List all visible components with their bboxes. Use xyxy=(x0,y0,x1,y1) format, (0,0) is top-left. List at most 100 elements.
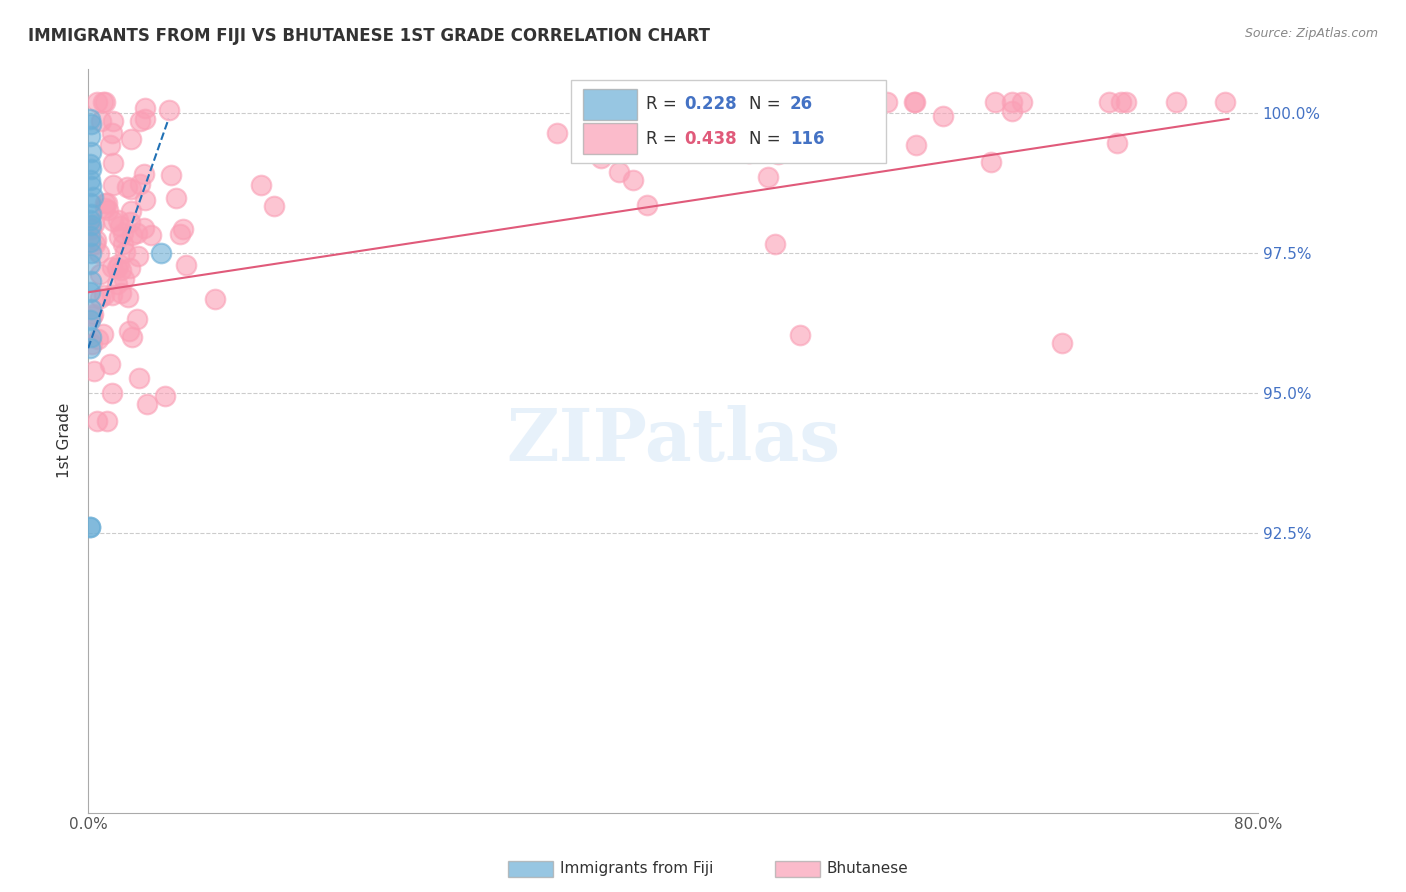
Point xyxy=(132,220,155,235)
Text: Bhutanese: Bhutanese xyxy=(827,862,908,876)
Point xyxy=(789,328,811,343)
Point xyxy=(86,332,108,346)
Point xyxy=(120,204,142,219)
Point xyxy=(89,267,111,281)
Point xyxy=(786,95,808,109)
Text: N =: N = xyxy=(749,130,786,148)
Point xyxy=(150,246,173,260)
Text: R =: R = xyxy=(647,95,682,113)
Point xyxy=(94,196,117,211)
Point xyxy=(904,137,927,152)
Point xyxy=(79,173,101,187)
Point xyxy=(111,226,134,240)
Point xyxy=(79,520,101,534)
Point xyxy=(80,118,103,132)
Y-axis label: 1st Grade: 1st Grade xyxy=(58,403,72,478)
Point xyxy=(157,103,180,118)
Point xyxy=(1001,95,1024,109)
Point xyxy=(118,324,141,338)
Point xyxy=(741,129,763,144)
Point xyxy=(89,246,111,260)
Point xyxy=(80,330,103,344)
Point xyxy=(79,220,101,235)
Point xyxy=(621,173,644,187)
Point xyxy=(685,95,707,109)
Point xyxy=(134,194,156,208)
Point xyxy=(118,261,141,276)
Point xyxy=(103,156,125,170)
Point xyxy=(127,249,149,263)
Point xyxy=(84,236,107,251)
Point xyxy=(1107,136,1129,151)
Point xyxy=(86,95,108,109)
Point xyxy=(591,151,613,165)
Point xyxy=(101,214,124,228)
Point xyxy=(80,179,103,194)
Point xyxy=(79,128,101,143)
Point xyxy=(112,272,135,286)
Point xyxy=(115,179,138,194)
Point xyxy=(204,292,226,306)
Point xyxy=(129,177,152,191)
Point xyxy=(120,182,142,196)
Point xyxy=(176,258,198,272)
Point xyxy=(82,308,104,322)
Point xyxy=(546,126,568,140)
Point xyxy=(100,260,122,274)
Point xyxy=(766,147,789,161)
Point xyxy=(134,112,156,127)
Point xyxy=(114,245,136,260)
Point xyxy=(83,217,105,231)
Point xyxy=(89,291,111,305)
Point xyxy=(980,154,1002,169)
Point xyxy=(108,256,131,270)
Point xyxy=(79,195,101,210)
Point xyxy=(80,207,103,221)
Point xyxy=(84,233,107,247)
Point xyxy=(740,95,762,109)
Point xyxy=(765,101,787,115)
Point xyxy=(169,227,191,242)
Point xyxy=(1164,95,1187,109)
Text: 0.438: 0.438 xyxy=(685,130,737,148)
Point xyxy=(86,415,108,429)
Point xyxy=(93,287,115,301)
Point xyxy=(730,110,752,124)
Point xyxy=(876,95,898,109)
Point xyxy=(765,236,787,251)
Point xyxy=(79,212,101,227)
Point xyxy=(97,202,120,217)
Point xyxy=(105,260,128,275)
Point xyxy=(904,95,927,109)
Point xyxy=(1109,95,1132,109)
Point xyxy=(127,312,149,326)
Point xyxy=(80,301,103,316)
Point xyxy=(1215,95,1237,109)
Point xyxy=(101,126,124,140)
Point xyxy=(128,371,150,385)
Point xyxy=(796,130,818,145)
Point xyxy=(80,222,103,236)
Point xyxy=(117,290,139,304)
Point xyxy=(903,95,925,109)
Point xyxy=(141,227,163,242)
Point xyxy=(79,229,101,244)
Text: IMMIGRANTS FROM FIJI VS BHUTANESE 1ST GRADE CORRELATION CHART: IMMIGRANTS FROM FIJI VS BHUTANESE 1ST GR… xyxy=(28,27,710,45)
Point xyxy=(932,109,955,123)
Point xyxy=(80,274,103,288)
Point xyxy=(96,414,118,428)
Text: 0.228: 0.228 xyxy=(685,95,737,113)
Point xyxy=(1001,103,1024,118)
Point xyxy=(100,357,122,371)
FancyBboxPatch shape xyxy=(571,79,886,163)
Text: 116: 116 xyxy=(790,130,824,148)
Point xyxy=(80,218,103,232)
Text: N =: N = xyxy=(749,95,786,113)
Point xyxy=(101,114,124,128)
Point xyxy=(121,227,143,242)
Point xyxy=(110,263,132,277)
Point xyxy=(263,199,285,213)
Point xyxy=(118,214,141,228)
Point xyxy=(107,229,129,244)
Point xyxy=(134,101,156,115)
